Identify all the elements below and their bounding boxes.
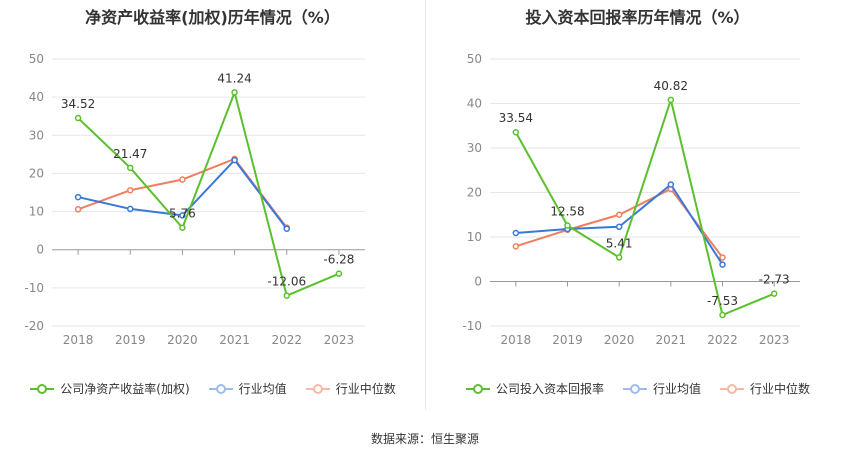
legend-line-icon bbox=[720, 383, 744, 394]
data-point-company bbox=[667, 96, 675, 104]
chart-legend: 公司净资产收益率(加权) 行业均值 行业中位数 bbox=[0, 380, 425, 397]
y-tick-label: 20 bbox=[467, 186, 482, 200]
data-point-avg bbox=[231, 156, 238, 164]
data-label: -2.73 bbox=[759, 273, 790, 287]
data-point-company bbox=[74, 114, 82, 122]
data-point-company bbox=[231, 89, 238, 96]
y-tick-label: 0 bbox=[474, 275, 482, 289]
roe-chart: 50 40 30 20 10 0 -10 -20 2018 2019 2020 2021 2022 202… bbox=[24, 52, 365, 347]
x-tick-label: 2018 bbox=[501, 333, 532, 347]
legend-item-avg[interactable]: 行业均值 bbox=[208, 380, 287, 397]
y-tick-label: 30 bbox=[467, 141, 482, 155]
series-line-company bbox=[77, 91, 340, 297]
data-point-avg bbox=[283, 225, 290, 232]
legend-item-avg[interactable]: 行业均值 bbox=[622, 380, 701, 397]
roic-chart: 50 40 30 20 10 0 -10 2018 2019 2020 2021 2022 2023 33… bbox=[462, 52, 800, 347]
series-line-company bbox=[514, 98, 775, 317]
legend-item-median[interactable]: 行业中位数 bbox=[719, 380, 810, 397]
legend-item-company[interactable]: 公司净资产收益率(加权) bbox=[29, 380, 190, 397]
legend-line-icon bbox=[30, 383, 55, 394]
data-point-avg bbox=[615, 223, 623, 231]
legend-label: 行业均值 bbox=[652, 382, 701, 396]
y-tick-label: -20 bbox=[24, 319, 44, 333]
data-label: -12.06 bbox=[267, 275, 306, 289]
legend-label: 公司净资产收益率(加权) bbox=[60, 382, 190, 396]
data-point-median bbox=[127, 186, 134, 194]
data-point-median bbox=[719, 254, 726, 261]
legend-label: 行业中位数 bbox=[750, 382, 811, 396]
x-tick-label: 2020 bbox=[167, 333, 198, 347]
data-point-avg bbox=[719, 261, 726, 268]
legend-line-icon bbox=[305, 383, 330, 394]
legend-item-company[interactable]: 公司投入资本回报率 bbox=[465, 380, 604, 397]
x-tick-label: 2020 bbox=[604, 333, 635, 347]
data-point-median bbox=[74, 206, 82, 213]
data-point-company bbox=[615, 254, 623, 261]
data-point-avg bbox=[512, 229, 520, 237]
data-point-company bbox=[179, 224, 186, 231]
roic-chart-panel: 投入资本回报率历年情况（%） 50 40 30 20 10 0 -10 2018 2019 202… bbox=[425, 0, 850, 420]
y-tick-label: 0 bbox=[36, 243, 44, 257]
x-tick-label: 2022 bbox=[271, 333, 302, 347]
data-label: 5.41 bbox=[606, 236, 633, 250]
x-tick-label: 2023 bbox=[324, 333, 355, 347]
data-label: 41.24 bbox=[217, 71, 251, 85]
data-point-company bbox=[719, 311, 726, 319]
data-point-company bbox=[127, 164, 134, 172]
y-tick-label: -10 bbox=[24, 281, 44, 295]
data-point-company bbox=[770, 290, 778, 297]
legend-label: 公司投入资本回报率 bbox=[495, 382, 604, 396]
y-tick-label: 50 bbox=[29, 52, 44, 66]
x-tick-label: 2021 bbox=[219, 333, 250, 347]
data-point-company bbox=[564, 222, 571, 229]
legend-line-icon bbox=[465, 383, 490, 394]
data-point-company bbox=[283, 292, 290, 299]
y-tick-label: 30 bbox=[29, 128, 44, 142]
roe-chart-panel: 净资产收益率(加权)历年情况（%） 50 40 30 20 10 0 -10 -20 2018 2… bbox=[0, 0, 425, 420]
data-point-median bbox=[512, 243, 520, 250]
legend-line-icon bbox=[208, 383, 233, 394]
y-tick-label: 40 bbox=[467, 97, 482, 111]
data-point-median bbox=[179, 176, 186, 183]
data-label: 34.52 bbox=[61, 97, 95, 111]
chart-title: 净资产收益率(加权)历年情况（%） bbox=[85, 8, 340, 27]
legend-line-icon bbox=[622, 383, 647, 394]
y-tick-label: -10 bbox=[462, 319, 482, 333]
data-point-avg bbox=[127, 205, 134, 213]
x-tick-label: 2023 bbox=[759, 333, 790, 347]
panel-divider bbox=[425, 0, 426, 410]
data-point-company bbox=[335, 270, 343, 277]
legend-label: 行业均值 bbox=[238, 382, 287, 396]
x-tick-label: 2019 bbox=[115, 333, 146, 347]
legend-label: 行业中位数 bbox=[335, 382, 396, 396]
x-tick-label: 2021 bbox=[656, 333, 687, 347]
y-tick-label: 10 bbox=[29, 205, 44, 219]
data-point-avg bbox=[74, 193, 82, 201]
data-label: 12.58 bbox=[550, 205, 584, 219]
data-point-avg bbox=[179, 212, 186, 219]
y-tick-label: 10 bbox=[467, 230, 482, 244]
data-point-avg bbox=[667, 181, 675, 188]
data-source-label: 数据来源：恒生聚源 bbox=[370, 432, 479, 446]
data-label: -7.53 bbox=[707, 294, 738, 308]
data-point-company bbox=[512, 128, 520, 136]
data-label: 33.54 bbox=[499, 111, 533, 125]
data-label: -6.28 bbox=[323, 253, 354, 267]
chart-title: 投入资本回报率历年情况（%） bbox=[525, 8, 750, 27]
legend-item-median[interactable]: 行业中位数 bbox=[305, 380, 396, 397]
y-tick-label: 50 bbox=[467, 52, 482, 66]
x-tick-label: 2022 bbox=[707, 333, 738, 347]
y-tick-label: 20 bbox=[29, 166, 44, 180]
data-point-median bbox=[615, 211, 623, 218]
chart-legend: 公司投入资本回报率 行业均值 行业中位数 bbox=[425, 380, 850, 397]
data-label: 5.76 bbox=[169, 207, 196, 221]
x-tick-label: 2019 bbox=[552, 333, 583, 347]
x-tick-label: 2018 bbox=[63, 333, 94, 347]
data-label: 21.47 bbox=[113, 147, 147, 161]
data-label: 40.82 bbox=[654, 79, 688, 93]
y-tick-label: 40 bbox=[29, 90, 44, 104]
